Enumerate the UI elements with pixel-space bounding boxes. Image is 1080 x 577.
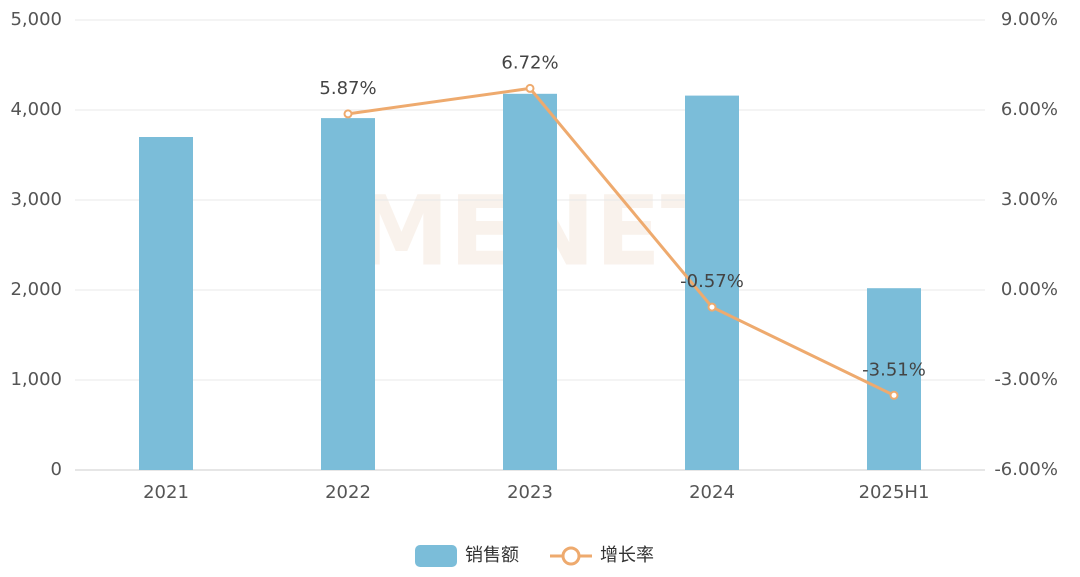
y-tick-label: 1,000 — [10, 369, 62, 390]
x-tick-label: 2023 — [507, 482, 553, 503]
data-label: -3.51% — [862, 359, 926, 380]
bar — [321, 118, 375, 470]
x-tick-label: 2022 — [325, 482, 371, 503]
data-label: 5.87% — [319, 78, 376, 99]
y2-tick-label: 9.00% — [1001, 9, 1058, 30]
y-tick-label: 0 — [51, 459, 62, 480]
y-tick-label: 3,000 — [10, 189, 62, 210]
legend-label: 销售额 — [465, 545, 519, 566]
line-point — [889, 390, 899, 400]
bar — [503, 93, 557, 471]
legend-swatch — [415, 545, 457, 567]
line-point — [343, 109, 353, 119]
bar — [867, 288, 921, 470]
bar — [685, 95, 739, 470]
x-tick-label: 2025H1 — [859, 482, 930, 503]
legend-item: 增长率 — [550, 545, 654, 566]
legend-item: 销售额 — [415, 545, 519, 567]
y-tick-label: 2,000 — [10, 279, 62, 300]
y-tick-label: 5,000 — [10, 9, 62, 30]
line — [347, 86, 895, 397]
data-label: 6.72% — [501, 52, 558, 73]
x-tick-label: 2024 — [689, 482, 735, 503]
x-tick-label: 2021 — [143, 482, 189, 503]
y-tick-label: 4,000 — [10, 99, 62, 120]
y2-tick-label: -3.00% — [994, 369, 1058, 390]
line-point — [707, 302, 717, 312]
y2-tick-label: 6.00% — [1001, 99, 1058, 120]
bar — [139, 137, 193, 470]
y2-tick-label: 3.00% — [1001, 189, 1058, 210]
line-point — [525, 83, 535, 93]
legend-marker — [561, 546, 581, 566]
data-label: -0.57% — [680, 271, 744, 292]
legend-label: 增长率 — [600, 545, 654, 566]
y2-tick-label: 0.00% — [1001, 279, 1058, 300]
y2-tick-label: -6.00% — [994, 459, 1058, 480]
